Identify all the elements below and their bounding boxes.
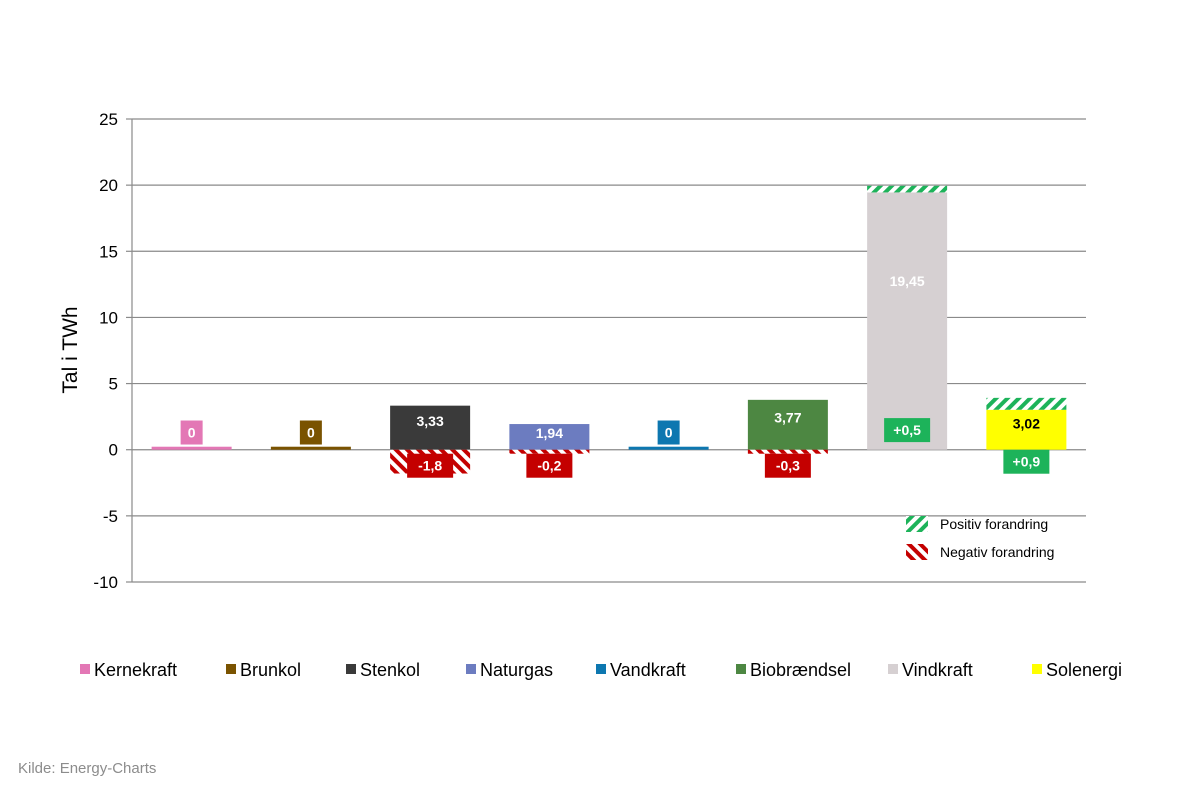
- change-label-box: [884, 418, 931, 443]
- y-tick-label: -5: [103, 507, 118, 526]
- change-bar-biobrændsel: [747, 449, 828, 454]
- legend-swatch-kernekraft: [80, 664, 90, 674]
- value-label-box: [657, 420, 680, 445]
- value-label-vandkraft: 0: [665, 425, 673, 441]
- legend-label-solenergi: Solenergi: [1046, 660, 1122, 680]
- value-label-box: [299, 420, 322, 445]
- value-label-box: [180, 420, 203, 445]
- legend-label-stenkol: Stenkol: [360, 660, 420, 680]
- value-label-brunkol: 0: [307, 425, 315, 441]
- legend-label-biobrændsel: Biobrændsel: [750, 660, 851, 680]
- change-legend-label: Negativ forandring: [940, 544, 1054, 560]
- change-legend-label: Positiv forandring: [940, 516, 1048, 532]
- y-tick-label: 10: [99, 308, 118, 327]
- change-legend-swatch: [906, 516, 928, 532]
- y-tick-label: 0: [109, 441, 118, 460]
- y-tick-label: 15: [99, 242, 118, 261]
- change-label-box: [764, 453, 811, 478]
- y-axis-label: Tal i TWh: [59, 306, 82, 393]
- legend-swatch-biobrændsel: [736, 664, 746, 674]
- bar-brunkol: [270, 446, 351, 450]
- change-bar-vindkraft: [867, 185, 948, 193]
- change-legend: Positiv forandring Negativ forandring: [906, 516, 1054, 560]
- change-bar-solenergi: [986, 397, 1067, 410]
- y-tick-label: 5: [109, 375, 118, 394]
- data-labels: 0 0 3,33 1,94 0 3,77 19,45 3,02 -1,8 -0,2 -0,3 +0,5…: [180, 273, 1050, 478]
- bar-vandkraft: [628, 446, 709, 450]
- change-label-biobrændsel: -0,3: [776, 458, 800, 474]
- legend-label-brunkol: Brunkol: [240, 660, 301, 680]
- value-label-kernekraft: 0: [188, 425, 196, 441]
- bar-biobrændsel: [747, 399, 828, 450]
- y-tick-label: 20: [99, 176, 118, 195]
- legend-label-vandkraft: Vandkraft: [610, 660, 686, 680]
- value-label-vindkraft: 19,45: [890, 273, 925, 289]
- category-legend: Kernekraft Brunkol Stenkol Naturgas Vandkraf…: [80, 660, 1122, 680]
- bar-naturgas: [509, 424, 590, 450]
- bar-vindkraft: [867, 192, 948, 450]
- legend-swatch-naturgas: [466, 664, 476, 674]
- legend-label-vindkraft: Vindkraft: [902, 660, 973, 680]
- legend-swatch-stenkol: [346, 664, 356, 674]
- change-bar-naturgas: [509, 449, 590, 454]
- value-label-stenkol: 3,33: [417, 413, 444, 429]
- value-label-naturgas: 1,94: [536, 425, 563, 441]
- legend-swatch-brunkol: [226, 664, 236, 674]
- bar-solenergi: [986, 409, 1067, 450]
- source-note: Kilde: Energy-Charts: [18, 760, 157, 777]
- value-label-biobrændsel: 3,77: [774, 409, 801, 425]
- legend-swatch-vandkraft: [596, 664, 606, 674]
- change-legend-swatch: [906, 544, 928, 560]
- bar-stenkol: [390, 405, 471, 450]
- change-label-box: [407, 453, 454, 478]
- y-tick-label: 25: [99, 110, 118, 129]
- value-label-solenergi: 3,02: [1013, 416, 1040, 432]
- legend-label-naturgas: Naturgas: [480, 660, 553, 680]
- legend-swatch-solenergi: [1032, 664, 1042, 674]
- change-label-stenkol: -1,8: [418, 458, 442, 474]
- change-label-naturgas: -0,2: [537, 458, 561, 474]
- y-tick-label: -10: [93, 573, 118, 592]
- bar-kernekraft: [151, 446, 232, 450]
- legend-label-kernekraft: Kernekraft: [94, 660, 177, 680]
- y-axis-ticks: 25 20 15 10 5 0 -5 -10: [93, 110, 133, 592]
- change-label-box: [526, 453, 573, 478]
- change-label-box: [1003, 449, 1050, 474]
- change-label-vindkraft: +0,5: [893, 422, 921, 438]
- change-label-solenergi: +0,9: [1013, 454, 1041, 470]
- legend-swatch-vindkraft: [888, 664, 898, 674]
